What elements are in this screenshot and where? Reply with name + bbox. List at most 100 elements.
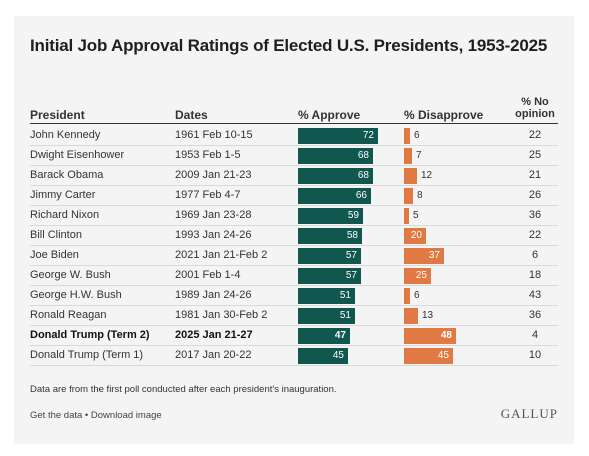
disapprove-value: 13 (422, 310, 434, 321)
header-divider (30, 123, 558, 124)
no-opinion-value: 4 (531, 329, 539, 341)
footnote: Data are from the first poll conducted a… (30, 384, 337, 395)
poll-dates: 2025 Jan 21-27 (175, 329, 253, 341)
approve-bar: 58 (298, 228, 362, 244)
row-divider (30, 145, 558, 146)
disapprove-bar: 25 (404, 268, 431, 284)
approve-bar: 45 (298, 348, 348, 364)
disapprove-bar (404, 208, 409, 224)
get-data-link[interactable]: Get the data (30, 410, 83, 421)
disapprove-value: 48 (440, 330, 452, 341)
disapprove-bar: 37 (404, 248, 444, 264)
no-opinion-value: 36 (528, 209, 542, 221)
gallup-logo: GALLUP (500, 406, 558, 421)
disapprove-bar (404, 308, 418, 324)
row-divider (30, 185, 558, 186)
header-disapprove: % Disapprove (404, 108, 484, 122)
header-no-opinion: % No opinion (505, 96, 565, 120)
table-row: Bill Clinton 1993 Jan 24-26 58 20 22 (30, 226, 558, 246)
table-row: Jimmy Carter 1977 Feb 4-7 66 8 26 (30, 186, 558, 206)
row-divider (30, 285, 558, 286)
no-opinion-value: 25 (528, 149, 542, 161)
president-name: Jimmy Carter (30, 189, 96, 201)
president-name: George H.W. Bush (30, 289, 122, 301)
disapprove-bar: 48 (404, 328, 456, 344)
poll-dates: 1981 Jan 30-Feb 2 (175, 309, 268, 321)
disapprove-value: 37 (428, 250, 440, 261)
president-name: Donald Trump (Term 2) (30, 329, 150, 341)
approve-value: 68 (357, 170, 369, 181)
chart-title: Initial Job Approval Ratings of Elected … (30, 36, 548, 55)
poll-dates: 1953 Feb 1-5 (175, 149, 241, 161)
no-opinion-value: 18 (528, 269, 542, 281)
approve-value: 47 (334, 330, 346, 341)
poll-dates: 2017 Jan 20-22 (175, 349, 252, 361)
row-divider (30, 165, 558, 166)
poll-dates: 2021 Jan 21-Feb 2 (175, 249, 268, 261)
table-row: Barack Obama 2009 Jan 21-23 68 12 21 (30, 166, 558, 186)
download-image-link[interactable]: Download image (90, 410, 162, 421)
no-opinion-value: 22 (528, 129, 542, 141)
approve-bar: 59 (298, 208, 363, 224)
chart-card: Initial Job Approval Ratings of Elected … (14, 16, 574, 444)
header-president: President (30, 108, 85, 122)
disapprove-bar (404, 288, 410, 304)
table-row: Dwight Eisenhower 1953 Feb 1-5 68 7 25 (30, 146, 558, 166)
poll-dates: 1961 Feb 10-15 (175, 129, 253, 141)
header-approve: % Approve (298, 108, 361, 122)
approve-value: 68 (357, 150, 369, 161)
president-name: Dwight Eisenhower (30, 149, 125, 161)
row-divider (30, 225, 558, 226)
disapprove-bar (404, 168, 417, 184)
link-separator: • (82, 410, 91, 421)
approve-bar: 51 (298, 288, 355, 304)
approve-bar: 57 (298, 268, 361, 284)
disapprove-value: 5 (413, 210, 419, 221)
row-divider (30, 305, 558, 306)
table-row: Ronald Reagan 1981 Jan 30-Feb 2 51 13 36 (30, 306, 558, 326)
disapprove-value: 8 (417, 190, 423, 201)
approve-value: 51 (339, 310, 351, 321)
header-dates: Dates (175, 108, 208, 122)
approve-value: 59 (347, 210, 359, 221)
disapprove-value: 7 (416, 150, 422, 161)
approve-value: 57 (345, 250, 357, 261)
table-row: George W. Bush 2001 Feb 1-4 57 25 18 (30, 266, 558, 286)
poll-dates: 2001 Feb 1-4 (175, 269, 241, 281)
disapprove-value: 12 (421, 170, 433, 181)
poll-dates: 1969 Jan 23-28 (175, 209, 252, 221)
row-divider (30, 325, 558, 326)
approve-bar: 72 (298, 128, 378, 144)
no-opinion-value: 36 (528, 309, 542, 321)
table-row: Joe Biden 2021 Jan 21-Feb 2 57 37 6 (30, 246, 558, 266)
approve-bar: 57 (298, 248, 361, 264)
approve-value: 72 (362, 130, 374, 141)
president-name: Donald Trump (Term 1) (30, 349, 144, 361)
chart-links: Get the data • Download image (30, 410, 162, 421)
header-no-opinion-line1: % No (521, 96, 549, 108)
table-row: John Kennedy 1961 Feb 10-15 72 6 22 (30, 126, 558, 146)
row-divider (30, 345, 558, 346)
president-name: Ronald Reagan (30, 309, 107, 321)
approve-bar: 68 (298, 168, 373, 184)
no-opinion-value: 26 (528, 189, 542, 201)
approve-value: 58 (346, 230, 358, 241)
approve-bar: 68 (298, 148, 373, 164)
president-name: George W. Bush (30, 269, 111, 281)
no-opinion-value: 22 (528, 229, 542, 241)
table-row: Donald Trump (Term 1) 2017 Jan 20-22 45 45 1… (30, 346, 558, 366)
approve-bar: 51 (298, 308, 355, 324)
president-name: Barack Obama (30, 169, 104, 181)
poll-dates: 1993 Jan 24-26 (175, 229, 252, 241)
president-name: John Kennedy (30, 129, 101, 141)
header-no-opinion-line2: opinion (515, 108, 555, 120)
row-divider (30, 265, 558, 266)
poll-dates: 1989 Jan 24-26 (175, 289, 252, 301)
row-divider (30, 245, 558, 246)
disapprove-bar (404, 188, 413, 204)
poll-dates: 1977 Feb 4-7 (175, 189, 241, 201)
table-row: Richard Nixon 1969 Jan 23-28 59 5 36 (30, 206, 558, 226)
no-opinion-value: 43 (528, 289, 542, 301)
disapprove-value: 20 (410, 230, 422, 241)
approve-value: 57 (345, 270, 357, 281)
